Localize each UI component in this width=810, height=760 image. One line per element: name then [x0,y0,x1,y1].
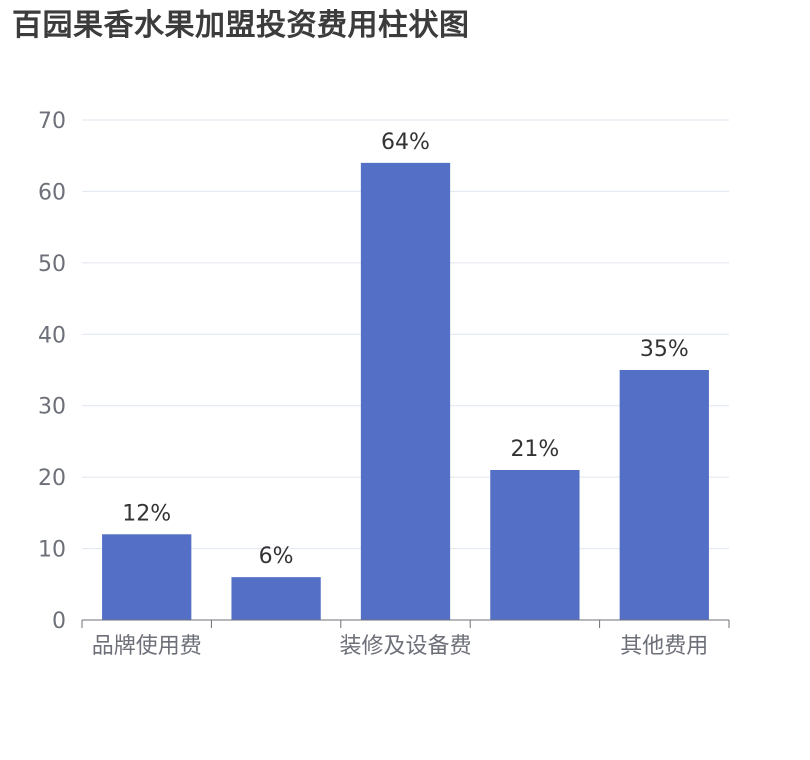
x-tick-label: 其他费用 [620,634,708,659]
y-tick-label: 20 [38,466,66,491]
y-tick-label: 70 [38,109,66,134]
bar [490,470,580,620]
bar [360,162,451,620]
y-tick-label: 60 [38,180,66,205]
bars [102,162,709,620]
x-tick-label: 品牌使用费 [92,634,202,659]
data-label: 21% [510,437,559,462]
x-axis: 品牌使用费 装修及设备费 其他费用 [81,619,730,659]
y-tick-label: 0 [52,609,66,634]
chart-title: 百园果香水果加盟投资费用柱状图 [12,8,470,43]
y-tick-label: 30 [38,395,66,420]
bar [231,577,321,620]
y-axis-ticks: 0 10 20 30 40 50 60 70 [38,109,66,634]
data-label: 12% [122,501,171,526]
y-tick-label: 50 [38,252,66,277]
y-tick-label: 10 [38,538,66,563]
bar [102,534,192,620]
data-label: 6% [259,544,294,569]
data-labels: 12% 6% 64% 21% 35% [122,130,689,569]
x-tick-label: 装修及设备费 [339,634,471,659]
y-tick-label: 40 [38,323,66,348]
bar [619,370,709,620]
data-label: 35% [640,337,689,362]
data-label: 64% [381,130,430,155]
